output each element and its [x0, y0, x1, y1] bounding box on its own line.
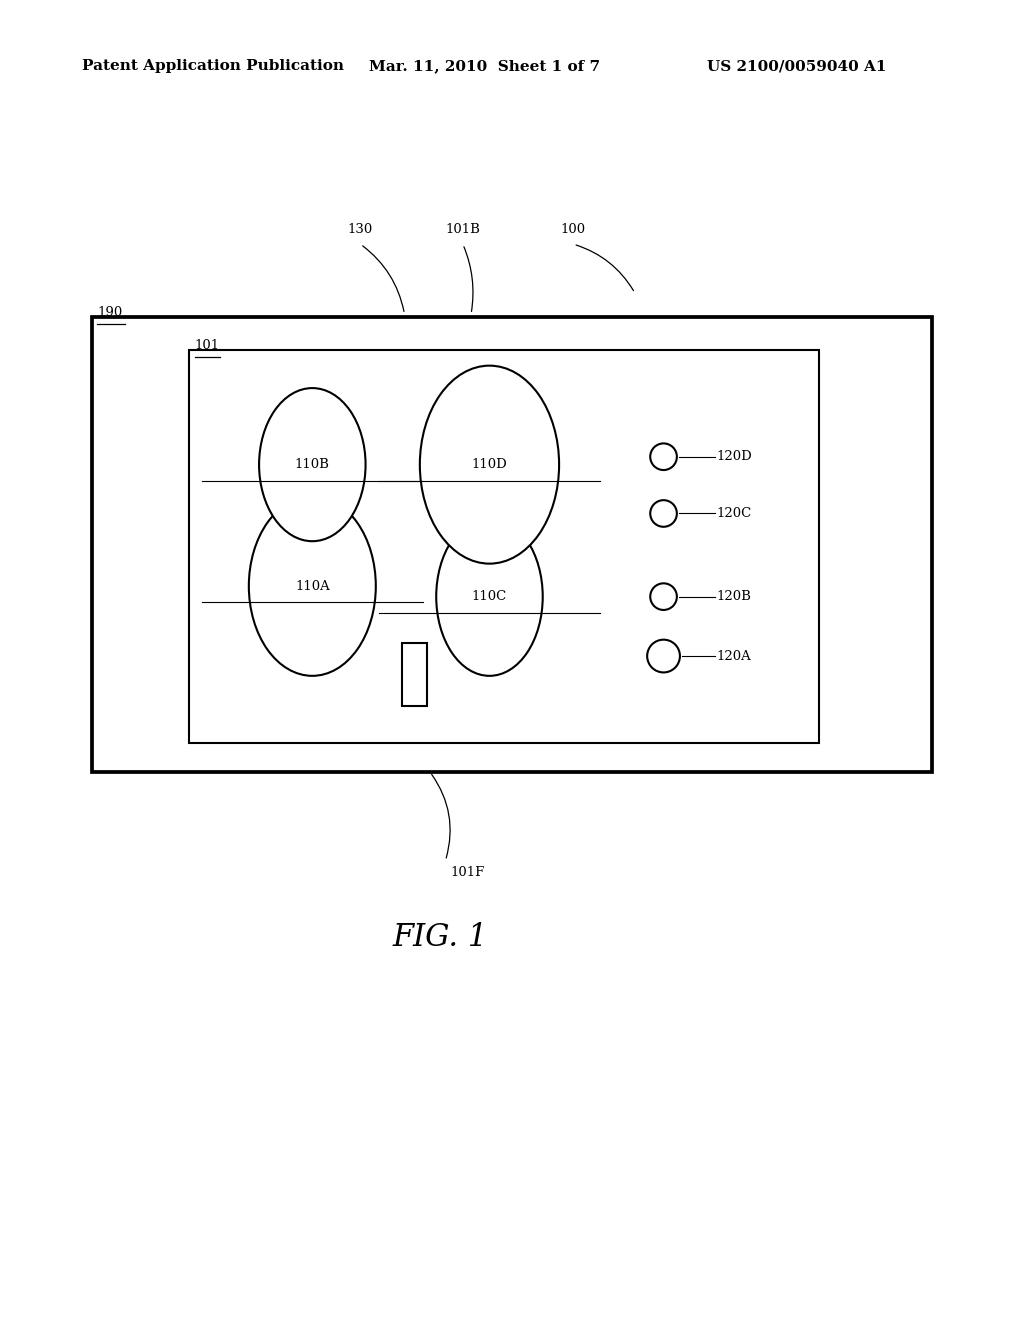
Text: 110B: 110B — [295, 458, 330, 471]
Text: Patent Application Publication: Patent Application Publication — [82, 59, 344, 74]
FancyArrowPatch shape — [432, 775, 451, 858]
Text: 110A: 110A — [295, 579, 330, 593]
Circle shape — [650, 444, 677, 470]
Text: 110D: 110D — [472, 458, 507, 471]
Ellipse shape — [420, 366, 559, 564]
Text: 120D: 120D — [717, 450, 753, 463]
Bar — [402, 643, 427, 706]
Text: US 2100/0059040 A1: US 2100/0059040 A1 — [707, 59, 886, 74]
Text: 120B: 120B — [717, 590, 752, 603]
Text: 120C: 120C — [717, 507, 752, 520]
Circle shape — [650, 500, 677, 527]
Text: 100: 100 — [561, 223, 586, 236]
Text: FIG. 1: FIG. 1 — [392, 921, 488, 953]
Text: 110C: 110C — [472, 590, 507, 603]
Text: 120A: 120A — [717, 649, 752, 663]
FancyArrowPatch shape — [577, 246, 634, 290]
Ellipse shape — [436, 517, 543, 676]
Text: 101F: 101F — [451, 866, 484, 879]
FancyArrowPatch shape — [362, 246, 403, 312]
Ellipse shape — [249, 496, 376, 676]
Text: 130: 130 — [348, 223, 373, 236]
Ellipse shape — [259, 388, 366, 541]
Bar — [189, 350, 819, 743]
Circle shape — [647, 640, 680, 672]
Text: 190: 190 — [97, 306, 123, 319]
Text: Mar. 11, 2010  Sheet 1 of 7: Mar. 11, 2010 Sheet 1 of 7 — [369, 59, 600, 74]
Bar — [92, 317, 932, 772]
Circle shape — [650, 583, 677, 610]
Text: 101B: 101B — [445, 223, 480, 236]
FancyArrowPatch shape — [464, 247, 473, 312]
Text: 101: 101 — [195, 339, 220, 352]
